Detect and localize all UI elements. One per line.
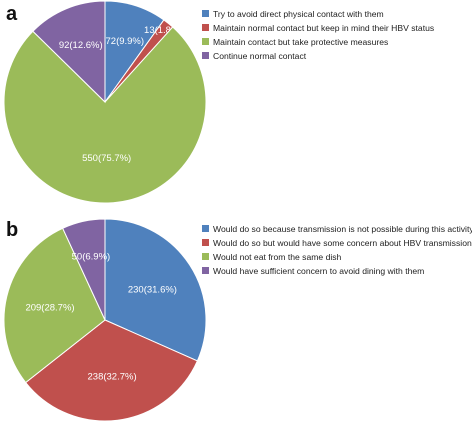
legend-item-label: Would do so but would have some concern … — [213, 238, 472, 248]
legend-item-label: Continue normal contact — [213, 51, 307, 61]
legend-item-label: Try to avoid direct physical contact wit… — [213, 9, 384, 19]
legend-item-label: Maintain contact but take protective mea… — [213, 37, 388, 47]
legend-swatch — [202, 225, 209, 232]
legend: Would do so because transmission is not … — [202, 224, 472, 276]
legend: Try to avoid direct physical contact wit… — [202, 9, 434, 61]
slice-value-label: 92(12.6%) — [59, 40, 103, 51]
slice-value-label: 230(31.6%) — [128, 285, 177, 296]
legend-swatch — [202, 24, 209, 31]
pie-slice — [62, 218, 106, 321]
legend-item-label: Would do so because transmission is not … — [213, 224, 472, 234]
slice-value-label: 550(75.7%) — [82, 153, 131, 164]
slice-value-label: 50(6.9%) — [72, 251, 111, 262]
pie-chart-b: b 230(31.6%) 238(32.7%) 209(28.7%) 50(6.9%) W… — [3, 218, 472, 422]
pie-slice — [32, 0, 106, 104]
slice-value-label: 72(9.9%) — [106, 36, 145, 47]
pie-slice — [3, 26, 207, 204]
legend-swatch — [202, 253, 209, 260]
slice-value-label: 238(32.7%) — [88, 372, 137, 383]
pie-slice — [24, 319, 199, 422]
pie-slice — [104, 218, 207, 362]
pie-chart-a: a 72(9.9%)13(1.8%) 550(75.7%) 92(12.6%) Try … — [3, 0, 434, 204]
legend-swatch — [202, 239, 209, 246]
slice-value-label: 209(28.7%) — [25, 302, 74, 313]
panel-label-a: a — [6, 3, 18, 25]
panel-label-b: b — [6, 219, 18, 241]
legend-swatch — [202, 38, 209, 45]
legend-item-label: Would not eat from the same dish — [213, 252, 342, 262]
legend-swatch — [202, 52, 209, 59]
pie-slice — [3, 227, 106, 384]
legend-swatch — [202, 10, 209, 17]
slice-value-label: 13(1.8%) — [144, 25, 183, 36]
legend-swatch — [202, 267, 209, 274]
legend-item-label: Maintain normal contact but keep in mind… — [213, 23, 434, 33]
legend-item-label: Would have sufficient concern to avoid d… — [213, 266, 424, 276]
